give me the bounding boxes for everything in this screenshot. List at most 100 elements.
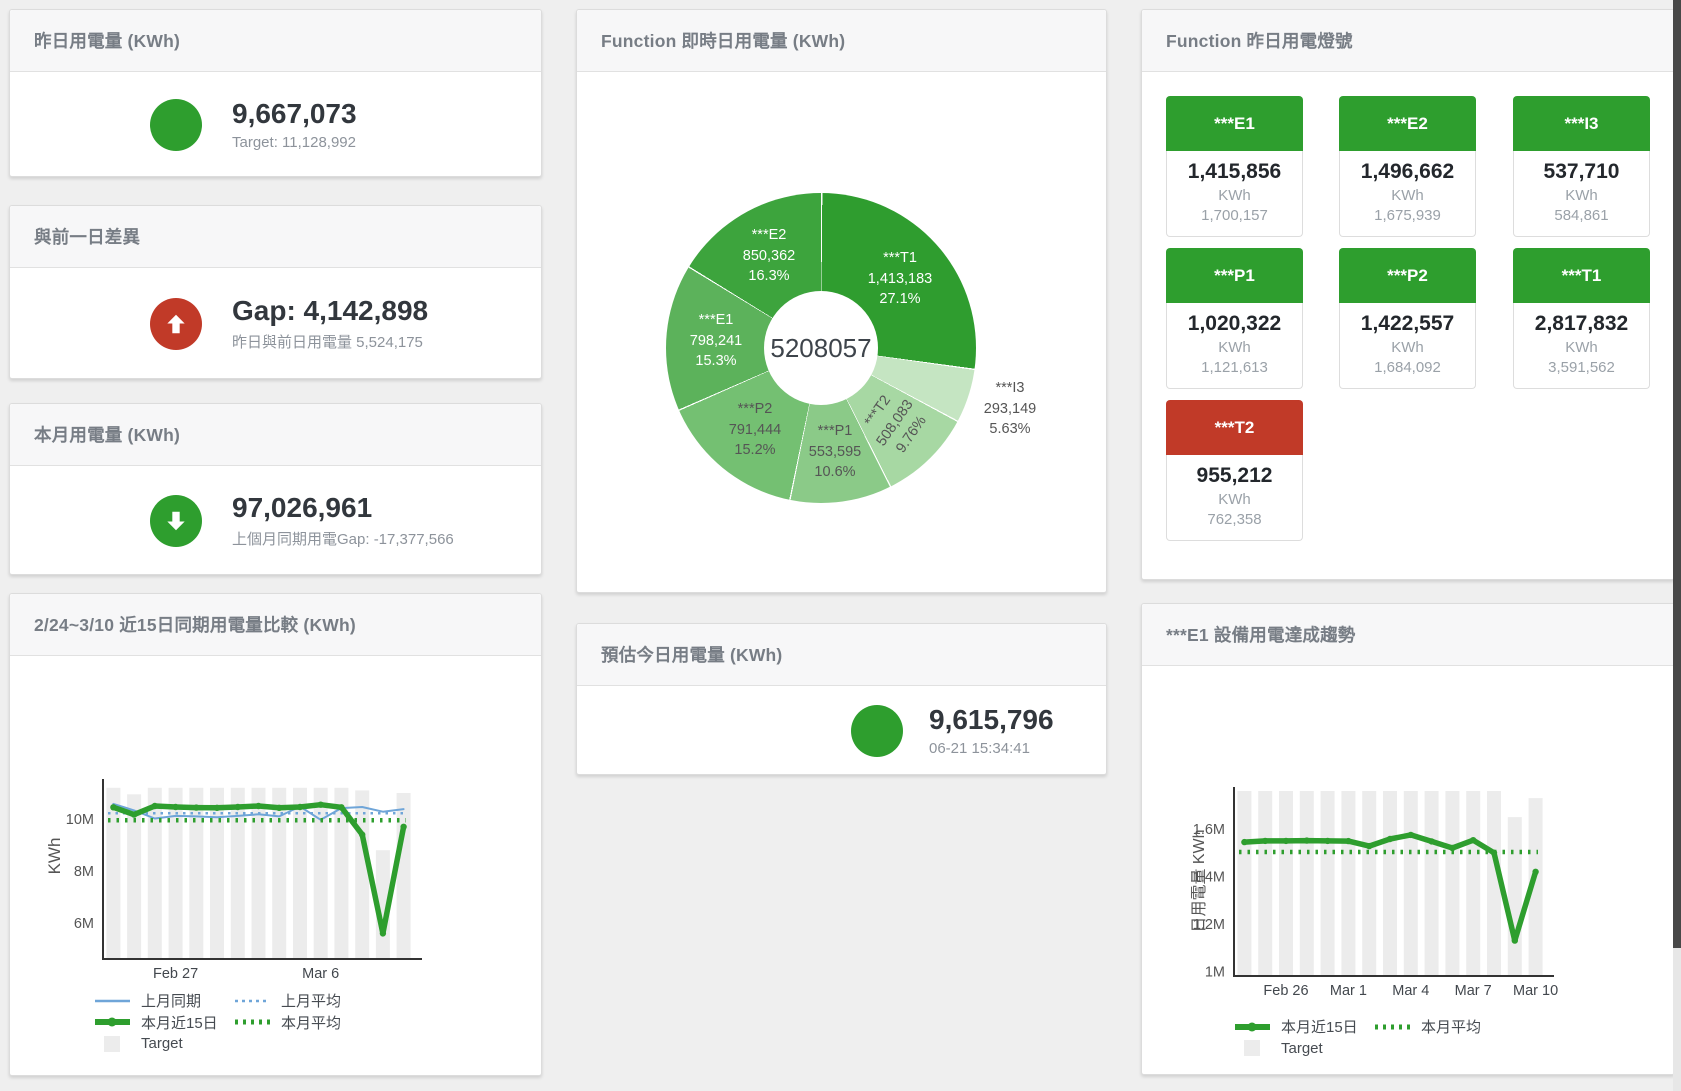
x-tick-label: Mar 6 <box>302 966 339 982</box>
target-bar <box>147 787 162 959</box>
panel-title[interactable]: 與前一日差異 <box>34 227 141 247</box>
legend-sample-thick-icon <box>1235 1022 1270 1032</box>
tile-body: 1,496,662 KWh 1,675,939 <box>1339 151 1476 237</box>
stat-value: 97,026,961 <box>232 491 373 523</box>
legend-row: Target <box>1234 1038 1514 1060</box>
stat-text: 9,615,796 06-21 15:34:41 <box>929 704 1054 757</box>
light-tile-E2: ***E2 1,496,662 KWh 1,675,939 <box>1339 96 1476 237</box>
tile-value: 1,020,322 <box>1187 312 1282 335</box>
panel-realtime-donut: Function 即時日用電量 (KWh) 5208057 ***T1 1,413… <box>576 9 1107 593</box>
y-axis-label: KWh <box>45 838 64 875</box>
target-bar <box>1487 791 1501 976</box>
panel-body: 9,667,073 Target: 11,128,992 <box>10 73 541 176</box>
legend-item[interactable]: 上月平均 <box>234 990 374 1011</box>
y-tick-label: 8M <box>74 864 94 880</box>
y-axis-label: 日用電量 KWh <box>1191 829 1208 932</box>
compare-15days-line-chart[interactable]: 10M 8M 6M Feb 27 Mar 6 KWh <box>10 594 541 1075</box>
panel-header: Function 昨日用電燈號 <box>1142 10 1674 72</box>
target-bar <box>1258 791 1273 976</box>
tile-body: 955,212 KWh 762,358 <box>1166 455 1303 541</box>
y-tick-label: 10M <box>66 812 94 828</box>
legend-sample-dots-icon <box>235 1019 270 1025</box>
y-tick-label: 1.4M <box>1193 870 1225 886</box>
x-tick-label: Mar 1 <box>1330 983 1367 999</box>
panel-title[interactable]: ***E1 設備用電達成趨勢 <box>1166 625 1356 645</box>
tile-target: 3,591,562 <box>1548 359 1615 376</box>
legend-label: Target <box>1281 1039 1323 1057</box>
tile-unit: KWh <box>1565 339 1598 356</box>
panel-yesterday-usage: 昨日用電量 (KWh) 9,667,073 Target: 11,128,992 <box>9 9 542 177</box>
status-circle-icon <box>851 704 903 757</box>
chart-legend: 上月同期 上月平均 本月近15日 本月平均 Target <box>94 990 374 1055</box>
panel-title[interactable]: 2/24~3/10 近15日同期用電量比較 (KWh) <box>34 615 356 635</box>
panel-header: 與前一日差異 <box>10 206 541 268</box>
y-tick-label: 1.6M <box>1193 822 1225 838</box>
arrow-down-circle-icon <box>150 494 202 547</box>
x-tick-label: Feb 26 <box>1263 983 1308 999</box>
light-tile-E1: ***E1 1,415,856 KWh 1,700,157 <box>1166 96 1303 237</box>
target-bar <box>1466 791 1481 976</box>
panel-body: 9,615,796 06-21 15:34:41 <box>577 687 1106 774</box>
legend-item[interactable]: 本月近15日 <box>1234 1016 1374 1037</box>
panel-title[interactable]: 預估今日用電量 (KWh) <box>601 645 783 665</box>
tile-status-header: ***P2 <box>1339 248 1476 303</box>
legend-item[interactable]: Target <box>1234 1040 1374 1057</box>
target-bar <box>1237 791 1252 976</box>
legend-item[interactable]: 本月平均 <box>234 1012 374 1033</box>
tile-unit: KWh <box>1565 187 1598 204</box>
tile-status-header: ***T1 <box>1513 248 1650 303</box>
y-tick-label: 1M <box>1205 965 1225 981</box>
target-bar <box>127 794 142 959</box>
panel-body: 97,026,961 上個月同期用電Gap: -17,377,566 <box>10 467 541 574</box>
legend-row: 本月近15日 本月平均 <box>1234 1016 1514 1038</box>
legend-label: 本月平均 <box>1421 1019 1482 1037</box>
stat-row: 9,667,073 Target: 11,128,992 <box>10 73 541 176</box>
legend-label: 上月同期 <box>141 993 202 1011</box>
panel-lights: Function 昨日用電燈號 ***E1 1,415,856 KWh 1,700,1… <box>1141 9 1675 580</box>
tile-unit: KWh <box>1391 339 1424 356</box>
target-bar <box>251 787 266 959</box>
stat-subtitle: Target: 11,128,992 <box>232 134 356 152</box>
x-tick-label: Mar 7 <box>1455 983 1492 999</box>
stat-row: Gap: 4,142,898 昨日與前日用電量 5,524,175 <box>10 269 541 378</box>
stat-text: 97,026,961 上個月同期用電Gap: -17,377,566 <box>232 492 454 549</box>
tile-body: 1,422,557 KWh 1,684,092 <box>1339 303 1476 389</box>
status-circle-icon <box>150 98 202 151</box>
legend-item[interactable]: 本月近15日 <box>94 1012 234 1033</box>
scrollbar[interactable] <box>1673 0 1681 1091</box>
target-bar <box>1445 791 1460 976</box>
panel-title[interactable]: Function 即時日用電量 (KWh) <box>601 31 846 51</box>
target-bar <box>313 787 328 959</box>
panel-e1-trend: ***E1 設備用電達成趨勢 1.6M 1.4M 1.2M 1M Feb 26 Mar 1… <box>1141 603 1675 1075</box>
e1-trend-line-chart[interactable]: 1.6M 1.4M 1.2M 1M Feb 26 Mar 1 Mar 4 Mar 7 Mar 1… <box>1142 604 1674 1074</box>
panel-header: 本月用電量 (KWh) <box>10 404 541 466</box>
target-bar <box>1279 791 1293 976</box>
target-bar <box>375 850 390 959</box>
panel-title[interactable]: 本月用電量 (KWh) <box>34 425 181 445</box>
donut-center: 5208057 <box>764 291 878 405</box>
panel-body: 5208057 ***T1 1,413,183 27.1% ***I3 293,149 5… <box>577 73 1106 592</box>
scrollbar-thumb[interactable] <box>1673 0 1681 948</box>
legend-item[interactable]: Target <box>94 1035 234 1052</box>
legend-sample-line-icon <box>95 999 130 1002</box>
y-tick-label: 1.2M <box>1193 917 1225 933</box>
tile-value: 537,710 <box>1543 160 1620 183</box>
panel-title[interactable]: 昨日用電量 (KWh) <box>34 31 181 51</box>
tile-value: 2,817,832 <box>1534 312 1629 335</box>
legend-item[interactable]: 上月同期 <box>94 990 234 1011</box>
tile-status-header: ***I3 <box>1513 96 1650 151</box>
tile-status-header: ***E2 <box>1339 96 1476 151</box>
tile-status-header: ***E1 <box>1166 96 1303 151</box>
stat-text: Gap: 4,142,898 昨日與前日用電量 5,524,175 <box>232 295 428 352</box>
panel-title[interactable]: Function 昨日用電燈號 <box>1166 31 1353 51</box>
legend-label: Target <box>141 1035 183 1053</box>
legend-sample-square-icon <box>1244 1040 1260 1057</box>
target-bar <box>1383 791 1397 976</box>
legend-item[interactable]: 本月平均 <box>1374 1016 1514 1037</box>
tile-target: 1,121,613 <box>1201 359 1268 376</box>
legend-sample-thick-icon <box>95 1017 130 1027</box>
target-bar <box>230 787 245 959</box>
legend-sample-square-icon <box>104 1035 120 1052</box>
panel-header: 2/24~3/10 近15日同期用電量比較 (KWh) <box>10 594 541 656</box>
target-bar <box>272 787 287 959</box>
